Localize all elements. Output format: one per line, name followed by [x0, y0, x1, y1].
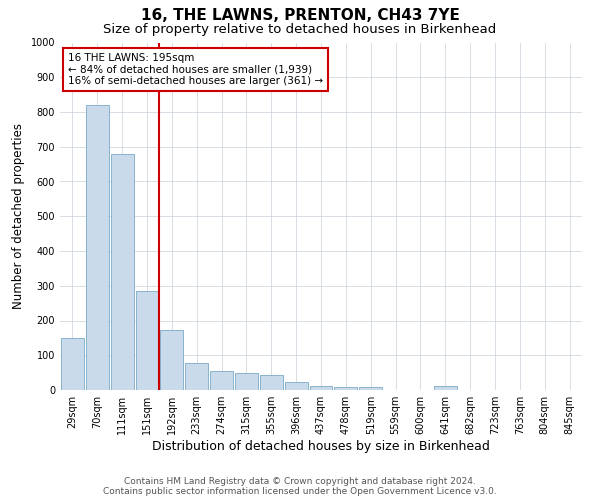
Bar	[434, 386, 457, 390]
Bar	[160, 330, 183, 390]
Bar	[185, 363, 208, 390]
Bar	[235, 372, 258, 390]
Bar	[61, 338, 84, 390]
Bar	[359, 386, 382, 390]
Bar	[111, 154, 134, 390]
Bar	[210, 371, 233, 390]
Bar	[285, 382, 308, 390]
Bar	[334, 386, 357, 390]
Text: 16, THE LAWNS, PRENTON, CH43 7YE: 16, THE LAWNS, PRENTON, CH43 7YE	[140, 8, 460, 22]
Bar	[260, 376, 283, 390]
Text: Size of property relative to detached houses in Birkenhead: Size of property relative to detached ho…	[103, 22, 497, 36]
Y-axis label: Number of detached properties: Number of detached properties	[12, 123, 25, 309]
Text: 16 THE LAWNS: 195sqm
← 84% of detached houses are smaller (1,939)
16% of semi-de: 16 THE LAWNS: 195sqm ← 84% of detached h…	[68, 53, 323, 86]
X-axis label: Distribution of detached houses by size in Birkenhead: Distribution of detached houses by size …	[152, 440, 490, 453]
Bar	[136, 291, 158, 390]
Text: Contains HM Land Registry data © Crown copyright and database right 2024.
Contai: Contains HM Land Registry data © Crown c…	[103, 476, 497, 496]
Bar	[310, 386, 332, 390]
Bar	[86, 105, 109, 390]
